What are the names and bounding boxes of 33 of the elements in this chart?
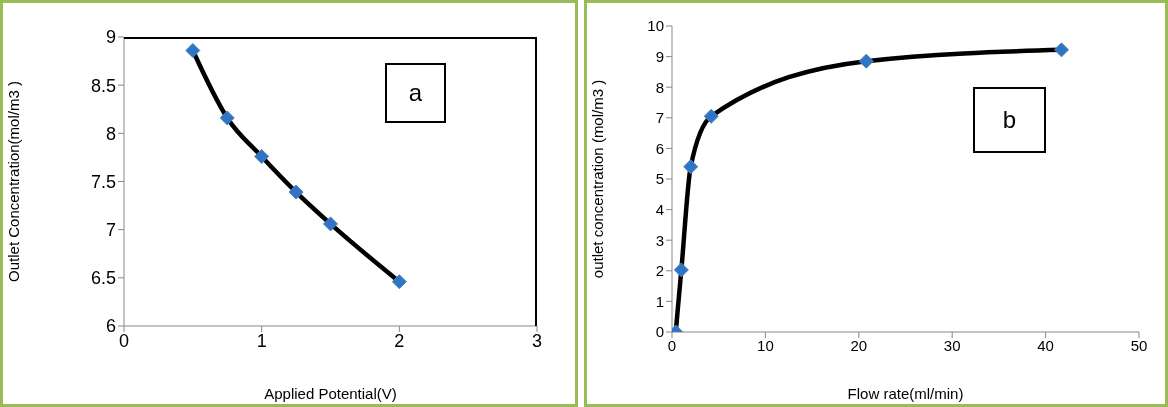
y-tick-label: 3 (655, 231, 664, 249)
y-axis-title: outlet concentration (mol/m3 ) (589, 79, 607, 279)
y-tick-label: 4 (655, 200, 664, 218)
annotation: a (408, 79, 423, 107)
y-tick-label: 7 (655, 109, 664, 127)
y-tick-label: 8.5 (90, 75, 116, 96)
y-tick-label: 10 (647, 17, 664, 35)
y-tick-label: 7.5 (90, 171, 116, 192)
y-tick-label: 7 (105, 220, 116, 241)
x-axis-title: Flow rate(ml/min) (847, 385, 964, 402)
annotation: b (1002, 106, 1017, 134)
y-tick-label: 1 (655, 292, 664, 310)
y-tick-label: 5 (655, 170, 664, 188)
x-tick-label: 30 (943, 336, 961, 354)
y-tick-label: 6 (105, 316, 116, 337)
y-tick-label: 2 (655, 262, 664, 280)
x-tick-label: 20 (850, 336, 868, 354)
x-tick-label: 0 (667, 336, 677, 354)
x-tick-label: 40 (1037, 336, 1054, 354)
x-tick-label: 3 (531, 330, 543, 351)
y-tick-label: 6 (655, 139, 664, 157)
y-tick-label: 6.5 (90, 268, 116, 289)
x-axis-title: Applied Potential(V) (264, 385, 397, 402)
x-tick-label: 0 (118, 330, 130, 351)
y-tick-label: 8 (105, 123, 116, 144)
x-tick-label: 2 (394, 330, 405, 351)
y-tick-label: 9 (655, 47, 664, 65)
x-tick-label: 1 (256, 330, 267, 351)
y-tick-label: 8 (655, 78, 664, 96)
x-tick-label: 10 (757, 336, 774, 354)
y-tick-label: 9 (105, 27, 116, 48)
y-axis-title: Outlet Concentration(mol/m3 ) (5, 81, 23, 282)
x-tick-label: 50 (1130, 336, 1148, 354)
